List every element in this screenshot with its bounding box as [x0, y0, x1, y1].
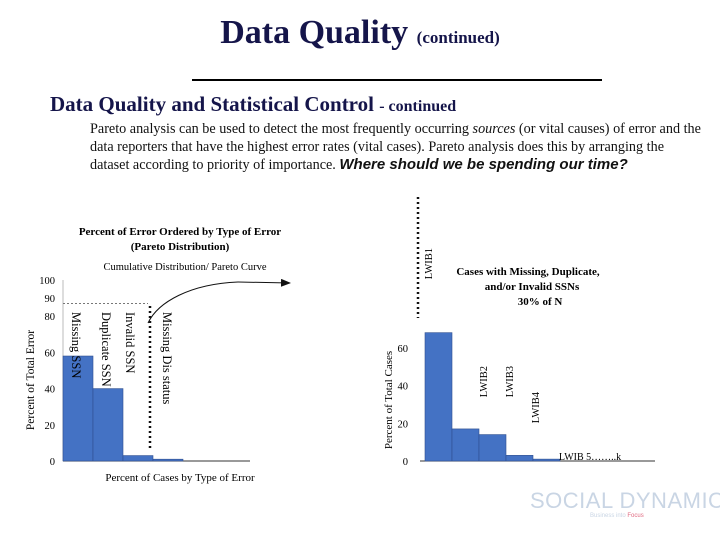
title-divider — [192, 79, 602, 81]
company-tagline: Business into Focus — [590, 513, 644, 519]
pareto-y-tick: 100 — [39, 276, 55, 287]
pareto-y-tick: 80 — [45, 312, 56, 323]
pareto-chart-title-line-1: Percent of Error Ordered by Type of Erro… — [79, 226, 281, 238]
cases-category-label: LWIB1 — [424, 248, 435, 279]
cases-category-label: LWIB 5……..k — [559, 452, 621, 463]
cases-by-lwib-chart: Cases with Missing, Duplicate, and/or In… — [383, 248, 655, 468]
cases-bar — [505, 455, 534, 462]
cases-chart-title-line-3: 30% of N — [518, 296, 563, 308]
pareto-bar — [122, 455, 154, 462]
pareto-y-tick: 40 — [45, 385, 56, 396]
cases-y-tick: 0 — [403, 457, 408, 468]
cases-chart-title-line-2: and/or Invalid SSNs — [485, 281, 580, 293]
body-paragraph: Pareto analysis can be used to detect th… — [90, 121, 705, 175]
cases-chart-title-line-1: Cases with Missing, Duplicate, — [456, 266, 600, 278]
pareto-y-tick: 20 — [45, 421, 56, 432]
pareto-bar — [152, 458, 184, 462]
cases-y-tick: 20 — [398, 419, 409, 430]
pareto-category-label: Missing SSN — [69, 312, 83, 378]
cases-bar — [424, 332, 453, 462]
cases-category-label: LWIB4 — [531, 391, 542, 423]
pareto-y-tick: 0 — [50, 457, 55, 468]
section-heading-main: Data Quality and Statistical Control — [50, 92, 374, 116]
pareto-curve — [147, 281, 239, 324]
section-heading-suffix: - continued — [379, 98, 457, 115]
pareto-category-label: Missing Dis status — [160, 312, 174, 405]
section-heading: Data Quality and Statistical Control - c… — [50, 92, 456, 117]
cases-category-label: LWIB2 — [479, 366, 490, 397]
cases-category-label: LWIB3 — [505, 366, 516, 397]
cases-bar — [478, 434, 507, 462]
cases-y-axis-label: Percent of Total Cases — [383, 351, 395, 449]
para-text-2: (or vital causes) of error and the data … — [90, 121, 701, 173]
slide-title-main: Data Quality — [220, 14, 409, 51]
cases-y-tick: 60 — [398, 344, 409, 355]
cases-y-tick: 40 — [398, 382, 409, 393]
pareto-y-tick: 60 — [45, 348, 56, 359]
pareto-y-axis-label: Percent of Total Error — [25, 330, 37, 430]
tagline-highlight: Focus — [627, 513, 644, 519]
pareto-curve-annotation: Cumulative Distribution/ Pareto Curve — [103, 262, 266, 273]
pareto-bar — [92, 388, 124, 462]
pareto-category-label: Invalid SSN — [123, 312, 137, 373]
pareto-category-label: Duplicate SSN — [99, 312, 113, 387]
para-emphasis: sources — [472, 121, 516, 137]
slide-title: Data Quality (continued) — [0, 14, 720, 52]
pareto-y-tick: 90 — [45, 294, 56, 305]
pareto-chart-title-line-2: (Pareto Distribution) — [131, 241, 230, 253]
pareto-curve-arrow — [237, 278, 291, 287]
para-text-1: Pareto analysis can be used to detect th… — [90, 121, 469, 137]
pareto-bar — [62, 355, 94, 462]
cases-bar — [532, 458, 561, 462]
company-logo: SOCIAL DYNAMICS — [530, 488, 720, 513]
pareto-chart: Percent of Error Ordered by Type of Erro… — [25, 226, 291, 484]
cases-bar — [451, 428, 480, 462]
pareto-x-axis-label: Percent of Cases by Type of Error — [105, 472, 255, 484]
callout-question: Where should we be spending our time? — [339, 156, 628, 173]
tagline-text: Business into — [590, 513, 626, 519]
slide-title-suffix: (continued) — [416, 28, 500, 47]
